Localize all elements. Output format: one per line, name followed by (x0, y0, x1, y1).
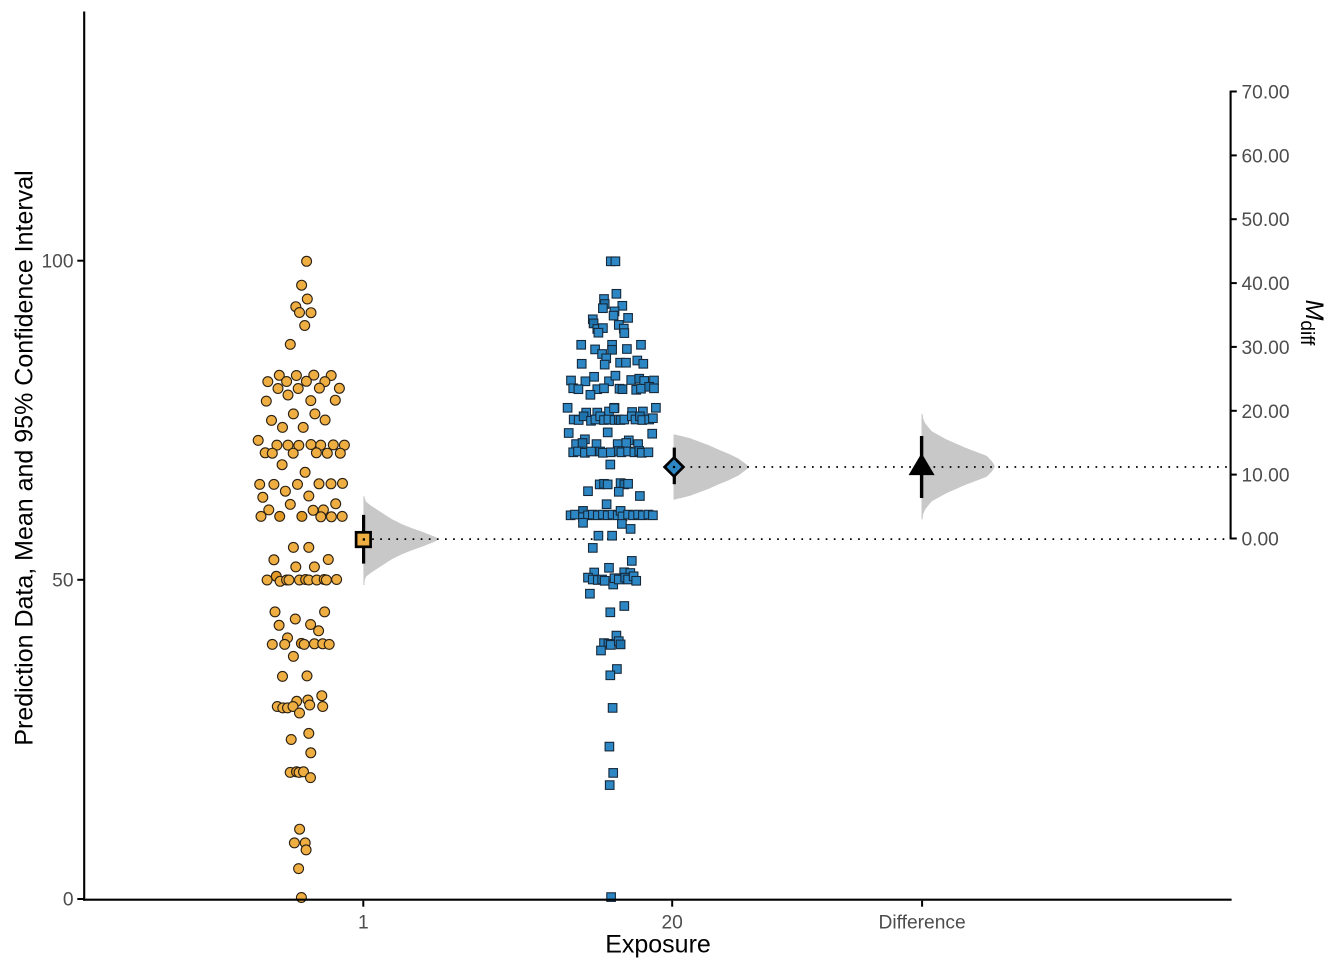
svg-text:0: 0 (63, 890, 74, 911)
svg-text:Mdiff: Mdiff (1296, 300, 1328, 347)
svg-text:10.00: 10.00 (1242, 466, 1290, 487)
svg-text:Exposure: Exposure (605, 931, 711, 959)
svg-text:50.00: 50.00 (1242, 210, 1290, 231)
svg-text:70.00: 70.00 (1242, 83, 1290, 104)
svg-text:20: 20 (662, 913, 683, 934)
svg-text:30.00: 30.00 (1242, 338, 1290, 359)
svg-text:50: 50 (52, 571, 73, 592)
svg-text:1: 1 (358, 913, 369, 934)
svg-text:Difference: Difference (879, 913, 966, 934)
svg-text:60.00: 60.00 (1242, 146, 1290, 167)
svg-text:Prediction Data, Mean and 95%: Prediction Data, Mean and 95% Confidence… (11, 170, 39, 745)
svg-text:100: 100 (41, 251, 73, 272)
svg-text:40.00: 40.00 (1242, 274, 1290, 295)
svg-text:0.00: 0.00 (1242, 530, 1279, 551)
svg-text:20.00: 20.00 (1242, 402, 1290, 423)
